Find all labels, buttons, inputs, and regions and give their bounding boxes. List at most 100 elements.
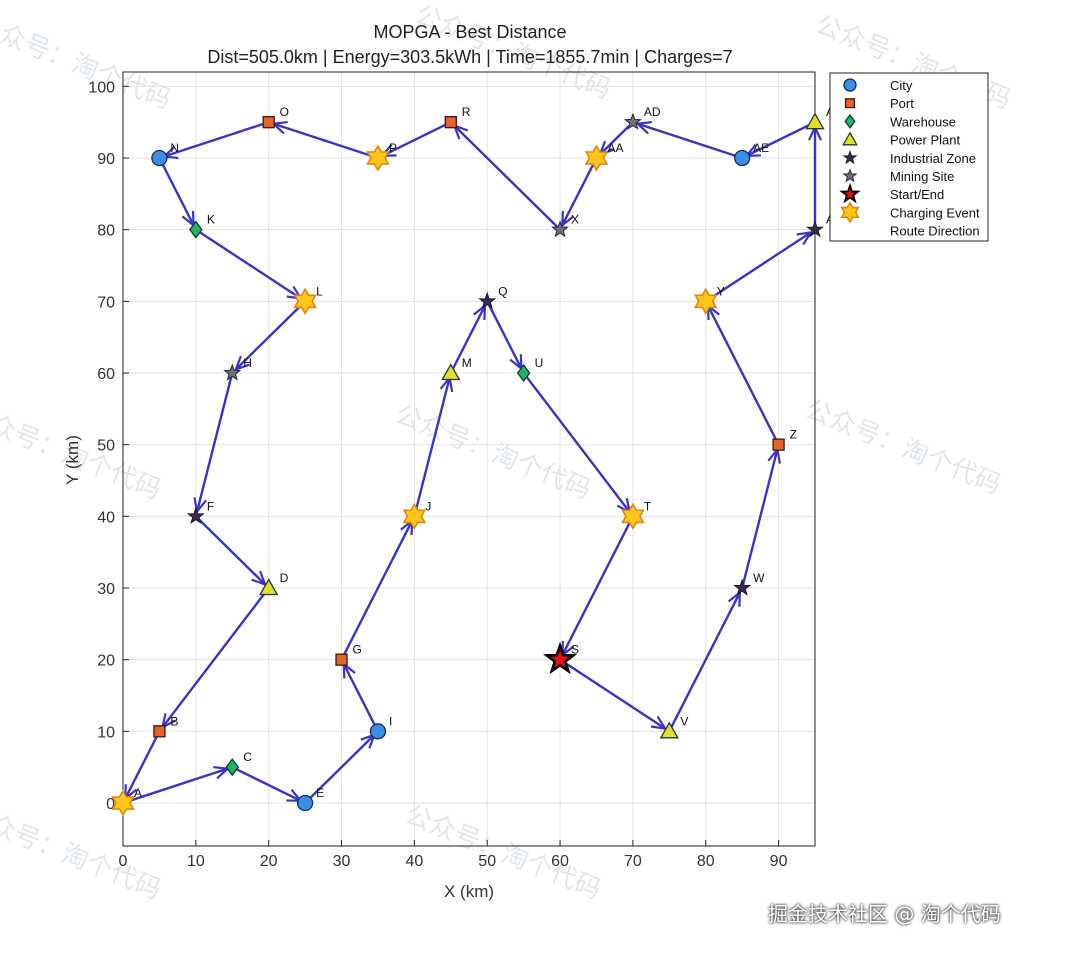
route-segment-B-A	[124, 730, 161, 800]
route-segment-I-G	[342, 663, 380, 732]
route-segment-N-K	[158, 157, 195, 227]
node-label-S: S	[571, 643, 579, 657]
node-M	[441, 363, 461, 381]
route-segment-X-R	[453, 124, 561, 231]
node-label-P: P	[389, 141, 397, 155]
node-label-N: N	[170, 141, 179, 155]
plot-area	[122, 71, 816, 847]
node-U	[516, 363, 531, 383]
route-segment-L-H	[234, 300, 306, 371]
y-tick-label: 70	[97, 294, 115, 311]
legend-icon-mining	[842, 168, 858, 183]
route-segment-J-M	[413, 376, 454, 517]
x-tick-label: 60	[551, 853, 569, 870]
legend-icon-power	[842, 131, 858, 146]
node-V	[659, 721, 679, 739]
node-label-R: R	[462, 105, 471, 119]
footer-watermark: 掘金技术社区 @ 淘个代码	[768, 902, 1001, 926]
legend-label-start: Start/End	[890, 187, 944, 202]
y-tick-label: 80	[97, 223, 115, 240]
node-label-O: O	[280, 105, 289, 119]
node-label-T: T	[644, 499, 652, 513]
node-label-X: X	[571, 213, 579, 227]
route-segment-D-B	[161, 587, 270, 729]
node-Q	[478, 291, 497, 310]
legend: City Port Warehouse Power Plant Industrial Z…	[829, 72, 989, 242]
x-tick-label: 0	[119, 853, 128, 870]
legend-icon-charge	[840, 201, 860, 224]
x-tick-label: 40	[405, 853, 423, 870]
y-tick-label: 20	[97, 653, 115, 670]
watermark-text: 公众号：淘个代码	[801, 394, 1005, 500]
y-tick-label: 40	[97, 509, 115, 526]
route-segment-M-Q	[449, 304, 487, 374]
node-label-L: L	[316, 284, 323, 298]
node-T	[621, 502, 645, 530]
node-label-U: U	[535, 356, 544, 370]
route-segment-R-P	[381, 121, 452, 157]
route-segment-AC-AE	[745, 121, 816, 157]
node-label-C: C	[243, 750, 252, 764]
node-label-K: K	[207, 213, 215, 227]
node-I	[369, 723, 387, 740]
route-segment-K-L	[195, 228, 303, 300]
y-tick-label: 10	[97, 724, 115, 741]
y-tick-label: 60	[97, 366, 115, 383]
legend-icon-port	[844, 98, 856, 109]
node-F	[186, 506, 205, 525]
chart-title-line2: Dist=505.0km | Energy=303.5kWh | Time=18…	[207, 47, 732, 67]
legend-icon-industrial	[842, 149, 858, 165]
legend-icon-warehouse	[844, 113, 856, 129]
node-label-I: I	[389, 714, 392, 728]
node-label-J: J	[425, 499, 431, 513]
node-D	[259, 578, 279, 596]
legend-label-mining: Mining Site	[890, 169, 954, 184]
axis-ticks: 0 10 20 30 40 50 60 70 80 90 0 10 20 30 40 50 60 70 80 90 10…	[88, 79, 787, 870]
x-tick-label: 90	[770, 853, 788, 870]
node-AE	[734, 149, 751, 167]
route-segment-P-O	[272, 120, 379, 160]
node-R	[444, 116, 457, 129]
legend-icon-start-inner	[843, 187, 857, 200]
y-tick-label: 30	[97, 581, 115, 598]
node-label-A: A	[134, 786, 142, 800]
y-tick-label: 90	[97, 151, 115, 168]
node-label-F: F	[207, 499, 214, 513]
node-O	[262, 116, 275, 129]
route-segment-U-T	[522, 372, 631, 514]
node-S-inner	[549, 648, 571, 669]
grid	[122, 72, 815, 846]
watermark-text: 公众号：淘个代码	[0, 399, 165, 505]
node-N	[151, 149, 168, 167]
node-K	[189, 220, 203, 239]
node-X	[551, 220, 569, 238]
route-segment-A-C	[122, 765, 229, 805]
node-A	[111, 789, 135, 817]
route-segment-T-S	[561, 515, 634, 657]
y-tick-label: 100	[88, 79, 115, 96]
node-Z	[772, 438, 785, 451]
node-AC	[805, 112, 825, 130]
route-segment-V-W	[668, 591, 741, 732]
node-E	[296, 794, 314, 812]
node-label-Y: Y	[717, 284, 725, 298]
node-Y	[693, 287, 718, 315]
route-segment-AE-AD	[636, 120, 743, 160]
route-segment-H-F	[193, 372, 234, 513]
route-lines	[122, 120, 822, 805]
route-segment-S-V	[559, 658, 667, 730]
route-segment-Z-Y	[706, 304, 780, 446]
legend-label-power: Power Plant	[890, 133, 960, 148]
x-tick-label: 20	[260, 853, 278, 870]
node-label-E: E	[316, 786, 324, 800]
y-axis-label: Y (km)	[63, 435, 82, 485]
node-L	[293, 287, 317, 315]
route-segment-AA-X	[561, 157, 598, 227]
node-label-W: W	[753, 571, 765, 585]
legend-label-port: Port	[890, 96, 914, 111]
node-B	[153, 725, 166, 738]
y-tick-label: 50	[97, 438, 115, 455]
route-nodes	[111, 112, 825, 817]
route-segment-Q-U	[486, 300, 523, 370]
